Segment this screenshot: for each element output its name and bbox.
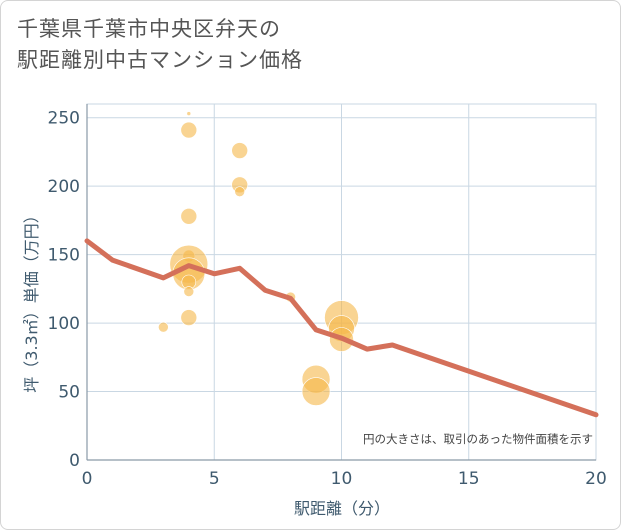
bubble-point [180,121,198,139]
grid-lines [86,103,597,461]
y-tick-label: 150 [48,246,80,266]
series-line-average [84,238,599,418]
bubble-point [158,321,169,333]
x-tick-label: 5 [209,469,220,489]
bubble-point [186,111,192,116]
bubble-point [231,142,248,159]
chart-title: 千葉県千葉市中央区弁天の 駅距離別中古マンション価格 [17,14,437,76]
y-axis-label: 坪（3.3㎡）単価（万円） [22,207,41,392]
y-tick-label: 100 [48,314,80,334]
bubble-point [183,286,195,297]
y-axis-ticks: 0 50 100 150 200 250 [48,109,80,471]
y-tick-label: 200 [48,177,80,197]
y-tick-label: 0 [69,451,80,471]
bubble-point [180,207,198,225]
bubble-size-note: 円の大きさは、取引のあった物件面積を示す [363,432,593,446]
x-axis-label: 駅距離（分） [294,499,390,518]
x-tick-label: 0 [82,469,93,489]
y-tick-label: 50 [58,383,80,403]
x-tick-label: 15 [458,469,480,489]
y-tick-label: 250 [48,109,80,129]
chart-title-line1: 千葉県千葉市中央区弁天の [17,17,281,41]
bubble-point [234,186,245,197]
x-axis-ticks: 0 5 10 15 20 [82,469,607,489]
x-tick-label: 20 [585,469,607,489]
bubble-layer [158,111,359,406]
bubble-point [301,377,331,406]
bubble-point [180,309,198,326]
line-layer [84,238,599,418]
chart-title-line2: 駅距離別中古マンション価格 [17,48,303,72]
x-tick-label: 10 [331,469,353,489]
